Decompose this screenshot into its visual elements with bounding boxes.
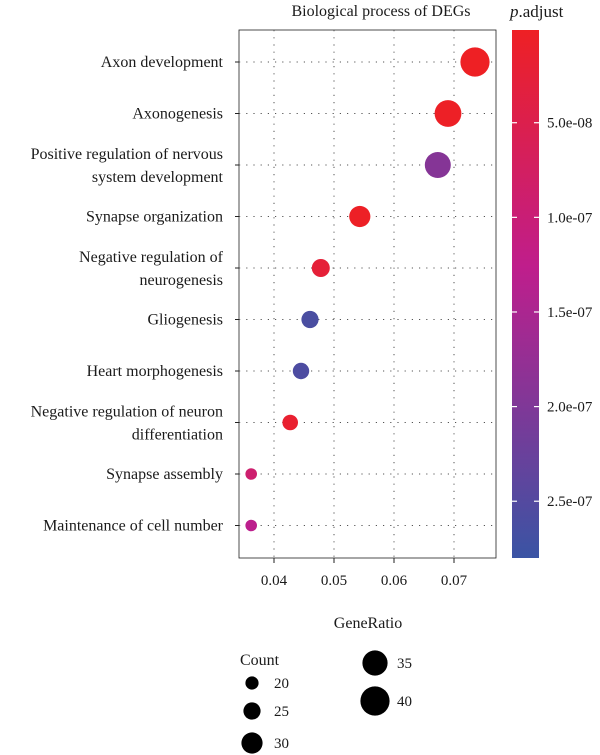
size-legend-dot [243,702,261,720]
y-tick-label: Heart morphogenesis [87,363,223,380]
color-legend-bar [512,30,539,558]
data-point [292,362,310,380]
data-point [349,205,371,228]
y-tick-label: Negative regulation of neuron [31,404,223,421]
color-legend-ticks: 5.0e-08 1.0e-07 1.5e-07 2.0e-07 2.5e-07 [512,116,593,510]
y-axis-labels: Axon development Axonogenesis Positive reg… [31,54,239,535]
color-legend-tick-label: 2.5e-07 [547,494,593,510]
plot-panel-border [238,29,497,559]
data-point [245,519,257,532]
grid-lines [239,30,496,558]
data-point [424,152,451,178]
size-legend-dot [362,650,388,676]
data-points [245,47,490,532]
y-tick-label: Gliogenesis [147,312,223,329]
size-legend: Count 20 25 30 35 40 [240,650,412,754]
size-legend-dot [241,732,263,754]
y-tick-label: Axonogenesis [132,106,223,123]
x-tick-label: 0.04 [261,573,288,589]
plot-panel [238,29,497,559]
color-legend-title-italic: p [509,2,519,21]
size-legend-label: 40 [397,694,412,710]
size-legend-dot [360,686,390,716]
chart-title: Biological process of DEGs [291,3,470,20]
data-point [301,310,319,329]
size-legend-label: 20 [274,676,289,692]
x-tick-label: 0.05 [321,573,347,589]
x-axis-ticks: 0.04 0.05 0.06 0.07 [261,558,468,589]
x-tick-label: 0.07 [441,573,468,589]
size-legend-entries: 20 25 30 35 40 [241,650,412,754]
color-legend-tick-label: 1.0e-07 [547,210,593,226]
color-legend-tick-label: 5.0e-08 [547,116,592,132]
y-tick-label: system development [92,169,224,186]
data-point [282,414,299,431]
size-legend-label: 35 [397,656,412,672]
size-legend-dot [245,676,259,690]
data-point [311,259,330,277]
y-tick-label: neurogenesis [139,272,223,289]
color-legend: p.adjust 5.0e-08 1.0e-07 1.5e-07 2.0e-07 2.5… [509,2,593,558]
color-legend-tick-label: 2.0e-07 [547,400,593,416]
y-tick-label: differentiation [132,427,223,444]
y-tick-label: Synapse organization [86,209,223,226]
y-tick-label: Maintenance of cell number [43,518,224,535]
color-legend-title: p.adjust [509,2,564,21]
color-legend-tick-label: 1.5e-07 [547,305,593,321]
data-point [460,47,490,77]
y-tick-label: Axon development [101,54,224,71]
x-axis-title: GeneRatio [334,615,402,632]
y-tick-label: Synapse assembly [106,466,223,483]
size-legend-label: 25 [274,704,289,720]
y-tick-label: Positive regulation of nervous [31,146,223,163]
y-tick-label: Negative regulation of [79,249,224,266]
data-point [245,468,257,480]
color-legend-title-rest: .adjust [519,2,564,21]
x-tick-label: 0.06 [381,573,408,589]
data-point [434,100,462,127]
size-legend-label: 30 [274,736,289,752]
size-legend-title: Count [240,652,280,669]
